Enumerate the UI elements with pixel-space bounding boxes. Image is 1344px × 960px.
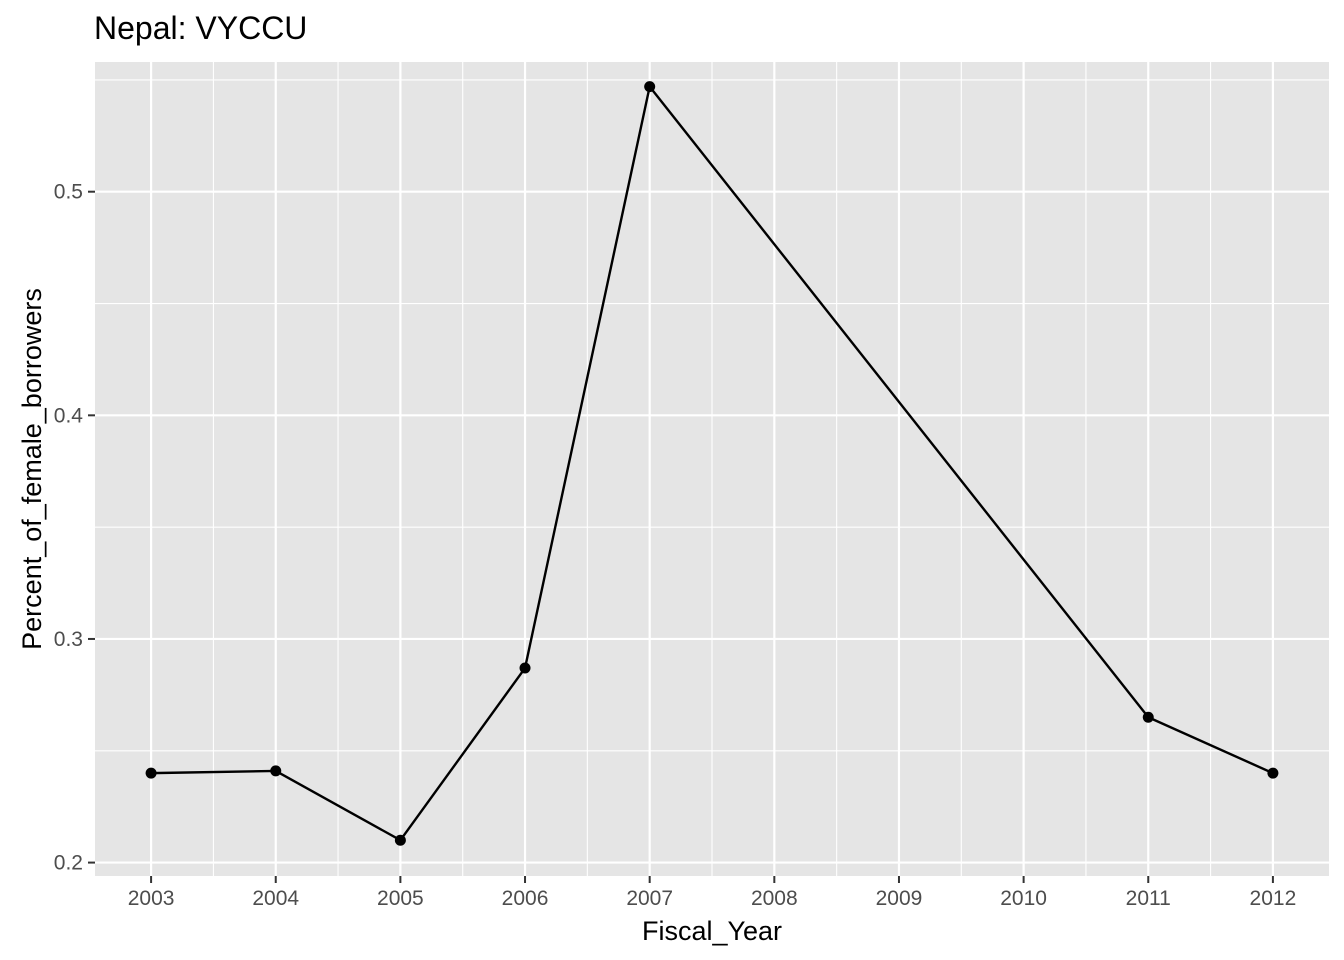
x-axis-title: Fiscal_Year: [642, 916, 782, 946]
x-tick-label: 2008: [751, 887, 798, 910]
x-tick-label: 2007: [626, 887, 673, 910]
data-point: [644, 81, 656, 93]
y-tick-label: 0.3: [54, 628, 83, 651]
y-tick-label: 0.4: [54, 404, 84, 427]
x-tick-label: 2005: [377, 887, 424, 910]
chart-title: Nepal: VYCCU: [94, 10, 307, 46]
x-tick-label: 2006: [502, 887, 549, 910]
data-point: [1142, 711, 1154, 723]
x-tick-label: 2011: [1126, 887, 1171, 910]
x-tick-label: 2004: [252, 887, 299, 910]
data-point: [270, 765, 282, 777]
data-point: [519, 662, 531, 674]
x-axis-ticks: 2003 2004 2005 2006 2007 2008 2009 2010 2011 2012: [128, 876, 1297, 910]
y-axis-ticks: 0.2 0.3 0.4 0.5: [54, 181, 95, 875]
data-point: [1267, 767, 1279, 779]
grid-minor: [95, 62, 1329, 876]
data-point: [145, 767, 157, 779]
data-point: [394, 834, 406, 846]
x-tick-label: 2009: [876, 887, 923, 910]
y-tick-label: 0.2: [54, 852, 83, 875]
series-layer: [145, 81, 1279, 846]
grid-major: [95, 62, 1329, 876]
x-tick-label: 2010: [1000, 887, 1047, 910]
x-tick-label: 2012: [1250, 887, 1297, 910]
y-axis-title: Percent_of_female_borrowers: [17, 288, 47, 650]
y-tick-label: 0.5: [54, 181, 83, 204]
x-tick-label: 2003: [128, 887, 175, 910]
